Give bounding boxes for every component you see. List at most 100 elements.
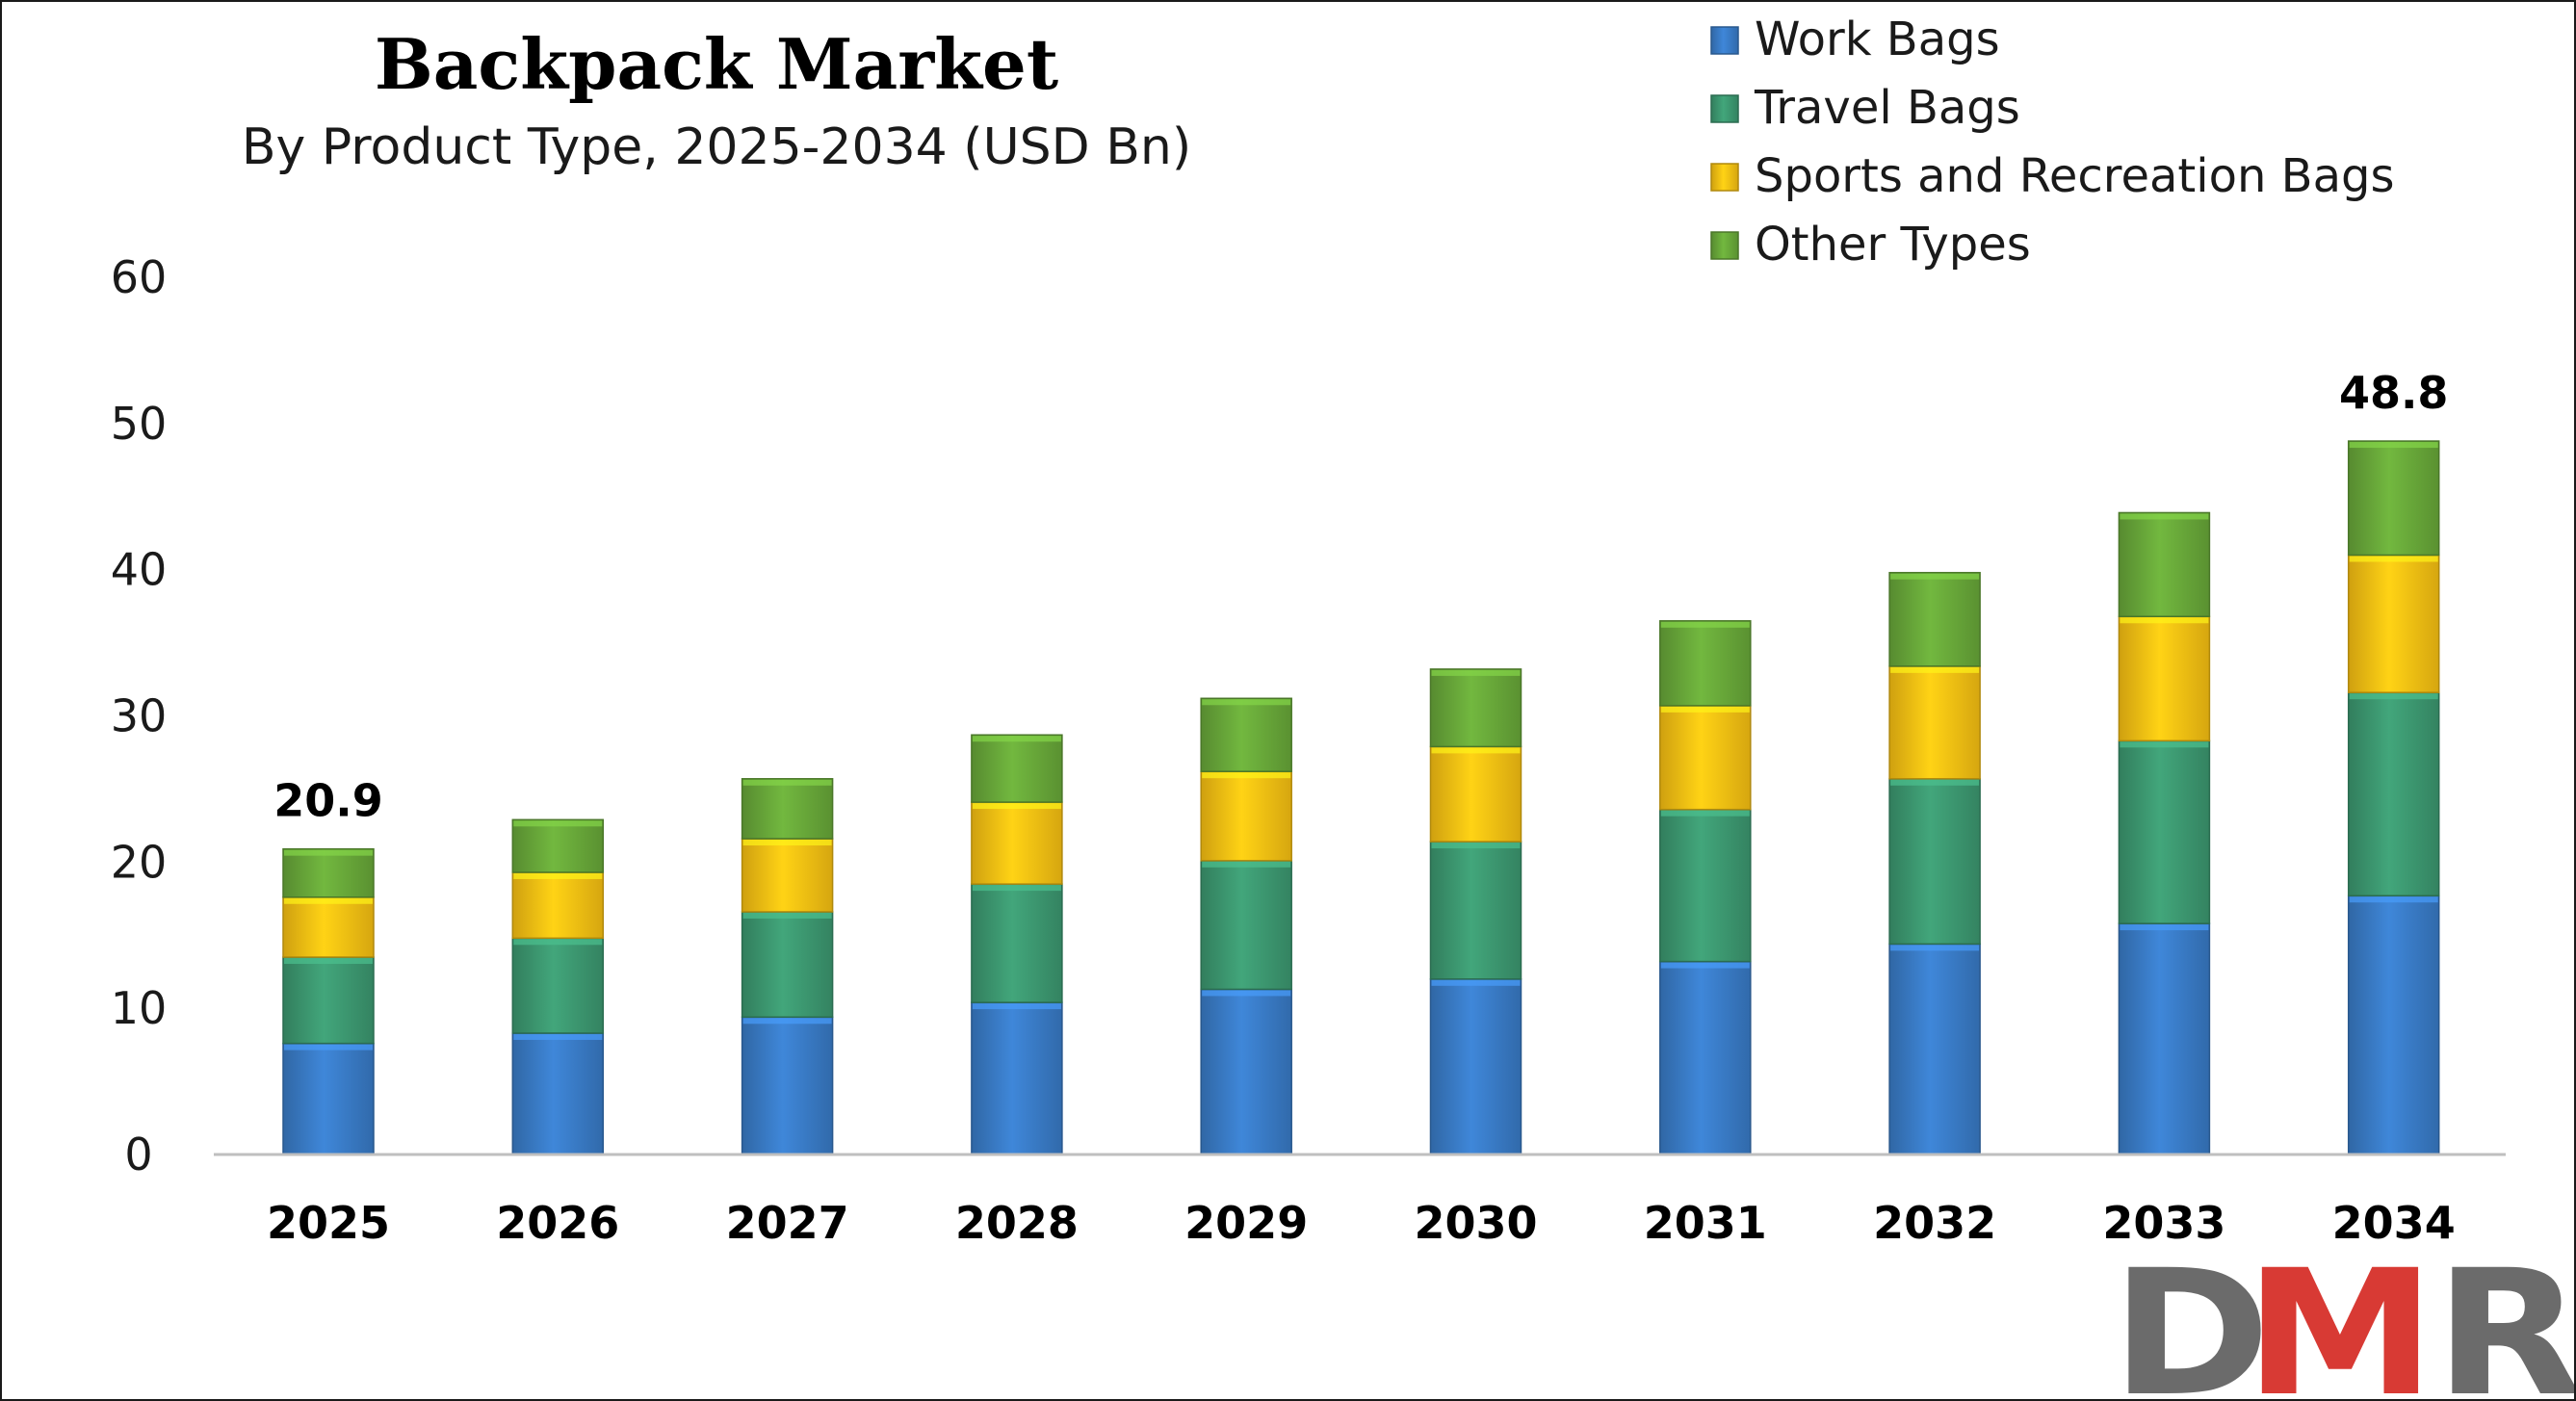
bar-segment-bevel	[1202, 772, 1291, 779]
x-tick-label: 2029	[1184, 1197, 1308, 1249]
bar-segment-work-bags	[282, 1042, 375, 1155]
bar-segment-work-bags	[1888, 943, 1981, 1155]
logo-letter: R	[2434, 1232, 2576, 1401]
bar-segment-bevel	[1890, 573, 1980, 580]
bar-segment-travel-bags	[282, 956, 375, 1045]
bar-segment-work-bags	[2118, 922, 2211, 1155]
x-tick-label: 2028	[955, 1197, 1079, 1249]
legend-label: Other Types	[1755, 218, 2031, 272]
bar-segment-bevel	[1890, 666, 1980, 673]
bar-segment-work-bags	[1429, 978, 1522, 1155]
bar-segment-bevel	[1660, 810, 1750, 817]
bar-segment-other-types	[511, 818, 605, 873]
logo-letter: D	[2111, 1232, 2265, 1401]
bar-segment-travel-bags	[1429, 841, 1522, 980]
bar-segment-sports-and-recreation-bags	[2347, 554, 2440, 693]
y-tick-label: 0	[124, 1129, 152, 1180]
bars	[282, 440, 2440, 1155]
bar-segment-bevel	[972, 803, 1061, 810]
bar-stack-2034	[2347, 440, 2440, 1155]
bar-segment-bevel	[1431, 979, 1521, 986]
bar-stack-2033	[2118, 511, 2211, 1155]
bar-segment-bevel	[2349, 556, 2438, 562]
y-tick-label: 50	[111, 398, 168, 450]
bar-segment-travel-bags	[2118, 739, 2211, 924]
bar-segment-other-types	[1659, 620, 1752, 707]
bar-segment-travel-bags	[511, 937, 605, 1034]
chart-subtitle: By Product Type, 2025-2034 (USD Bn)	[242, 118, 1191, 176]
bar-segment-bevel	[284, 849, 373, 856]
bar-segment-other-types	[1200, 697, 1292, 772]
logo-letter: M	[2244, 1232, 2430, 1401]
bar-segment-sports-and-recreation-bags	[2118, 615, 2211, 742]
bar-segment-bevel	[2120, 617, 2209, 624]
y-tick-label: 40	[111, 544, 168, 596]
bar-segment-work-bags	[2347, 895, 2440, 1155]
bar-segment-bevel	[513, 1033, 603, 1040]
bar-segment-other-types	[2118, 511, 2211, 618]
bar-segment-other-types	[1888, 571, 1981, 667]
bar-segment-bevel	[1890, 779, 1980, 786]
bar-segment-bevel	[972, 736, 1061, 742]
bar-segment-bevel	[2120, 513, 2209, 520]
bar-segment-bevel	[1202, 699, 1291, 706]
legend-item-work-bags: Work Bags	[1710, 13, 2000, 66]
bar-segment-bevel	[1431, 669, 1521, 676]
bar-stack-2032	[1888, 571, 1981, 1155]
bar-stack-2028	[971, 734, 1063, 1155]
bar-segment-bevel	[1202, 861, 1291, 868]
bar-segment-bevel	[2120, 741, 2209, 748]
bar-segment-bevel	[513, 872, 603, 879]
x-tick-label: 2025	[267, 1197, 390, 1249]
dmr-logo: DM R	[2111, 1232, 2576, 1401]
bar-segment-sports-and-recreation-bags	[741, 838, 834, 913]
bar-segment-bevel	[1431, 747, 1521, 754]
bar-segment-bevel	[1890, 945, 1980, 951]
y-tick-label: 20	[111, 836, 168, 888]
bar-segment-bevel	[1660, 962, 1750, 969]
bar-segment-travel-bags	[1659, 808, 1752, 963]
bar-segment-work-bags	[741, 1016, 834, 1155]
y-axis: 0 10 20 30 40 50 60	[111, 251, 168, 1180]
bar-segment-bevel	[1660, 621, 1750, 628]
bar-segment-travel-bags	[741, 911, 834, 1019]
total-labels: 20.9 48.8	[273, 367, 2448, 827]
bar-segment-bevel	[2349, 442, 2438, 449]
bar-segment-bevel	[1202, 990, 1291, 997]
bar-stack-2030	[1429, 668, 1522, 1155]
bar-segment-other-types	[741, 778, 834, 840]
bar-segment-sports-and-recreation-bags	[1429, 745, 1522, 843]
legend-swatch	[1710, 163, 1739, 192]
bar-segment-bevel	[2349, 693, 2438, 700]
legend-item-other-types: Other Types	[1710, 218, 2031, 272]
bar-segment-bevel	[742, 912, 832, 919]
y-tick-label: 30	[111, 690, 168, 742]
bar-segment-travel-bags	[1888, 778, 1981, 946]
bar-segment-other-types	[2347, 440, 2440, 557]
bar-segment-travel-bags	[971, 883, 1063, 1003]
x-tick-label: 2032	[1873, 1197, 1996, 1249]
legend-swatch	[1710, 94, 1739, 123]
legend-item-travel-bags: Travel Bags	[1710, 81, 2020, 135]
bar-segment-bevel	[284, 958, 373, 965]
bar-segment-bevel	[1431, 843, 1521, 849]
bar-segment-other-types	[282, 847, 375, 898]
bar-segment-bevel	[1660, 706, 1750, 713]
y-tick-label: 60	[111, 251, 168, 303]
bar-stack-2031	[1659, 620, 1752, 1155]
bar-segment-bevel	[2349, 896, 2438, 903]
bar-segment-sports-and-recreation-bags	[1659, 705, 1752, 811]
x-tick-label: 2030	[1414, 1197, 1537, 1249]
bar-segment-bevel	[513, 820, 603, 827]
x-tick-label: 2034	[2332, 1197, 2456, 1249]
legend-swatch	[1710, 231, 1739, 260]
bar-segment-bevel	[284, 1044, 373, 1051]
x-tick-label: 2027	[726, 1197, 849, 1249]
legend-item-sports-and-recreation-bags: Sports and Recreation Bags	[1710, 149, 2394, 203]
y-tick-label: 10	[111, 982, 168, 1034]
bar-segment-bevel	[2120, 924, 2209, 931]
bar-segment-sports-and-recreation-bags	[1888, 665, 1981, 780]
bar-segment-bevel	[513, 939, 603, 946]
